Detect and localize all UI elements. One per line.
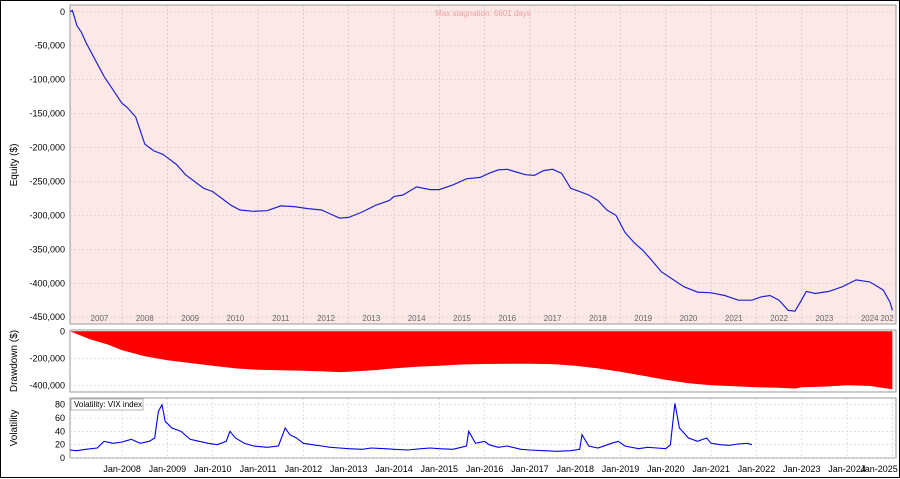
vix-line	[69, 403, 753, 452]
equity-y-tick-label: -300,000	[29, 210, 65, 220]
volatility-grid	[70, 398, 896, 459]
drawdown-y-tick-label: 0	[60, 326, 65, 336]
equity-year-label: 2014	[408, 314, 426, 323]
max-stagnation-label: Max stagnation: 6601 days	[435, 9, 531, 18]
drawdown-area	[70, 331, 893, 390]
equity-year-label: 2019	[634, 314, 652, 323]
equity-y-tick-label: -100,000	[29, 75, 65, 85]
volatility-x-tick-label: Jan-2020	[647, 464, 685, 474]
equity-grid	[70, 5, 896, 324]
vix-legend-label: Volatility: VIX index	[74, 400, 142, 409]
equity-year-label: 2015	[453, 314, 471, 323]
drawdown-y-tick-label: -400,000	[29, 380, 65, 390]
equity-y-tick-label: -400,000	[29, 278, 65, 288]
drawdown-y-tick-label: -200,000	[29, 353, 65, 363]
equity-year-label: 202	[880, 314, 894, 323]
equity-y-tick-label: -450,000	[29, 312, 65, 322]
equity-year-labels: 2007 2008 2009 2010 2011 2012 2013 2014 2015 2016…	[91, 314, 895, 323]
volatility-y-ticks: 0 20 40 60 80	[55, 400, 65, 463]
drawdown-y-axis-label: Drawdown ($)	[9, 330, 20, 392]
volatility-x-tick-label: Jan-2023	[783, 464, 821, 474]
volatility-x-tick-label: Jan-2009	[149, 464, 187, 474]
equity-year-label: 2024	[861, 314, 879, 323]
volatility-x-tick-label: Jan-2015	[421, 464, 459, 474]
equity-year-label: 2018	[589, 314, 607, 323]
equity-y-tick-label: -50,000	[34, 41, 65, 51]
volatility-x-tick-label: Jan-2013	[330, 464, 368, 474]
equity-year-label: 2013	[362, 314, 380, 323]
equity-y-tick-label: 0	[60, 7, 65, 17]
equity-y-tick-label: -250,000	[29, 176, 65, 186]
volatility-x-tick-label: Jan-2014	[375, 464, 413, 474]
volatility-x-tick-label: Jan-2022	[738, 464, 776, 474]
equity-year-label: 2020	[680, 314, 698, 323]
volatility-y-tick-label: 80	[55, 400, 65, 410]
volatility-y-tick-label: 20	[55, 440, 65, 450]
equity-year-label: 2016	[498, 314, 516, 323]
drawdown-y-ticks: 0 -200,000 -400,000	[29, 326, 65, 390]
equity-year-label: 2008	[136, 314, 154, 323]
volatility-x-tick-label: Jan-2025	[860, 464, 898, 474]
volatility-x-tick-label: Jan-2017	[511, 464, 549, 474]
equity-y-tick-label: -350,000	[29, 244, 65, 254]
volatility-x-tick-label: Jan-2024	[828, 464, 866, 474]
equity-y-tick-label: -200,000	[29, 143, 65, 153]
equity-y-ticks: 0 -50,000 -100,000 -150,000 -200,000 -250,000…	[29, 7, 65, 322]
volatility-x-tick-label: Jan-2019	[602, 464, 640, 474]
volatility-x-tick-label: Jan-2010	[194, 464, 232, 474]
volatility-x-tick-label: Jan-2018	[556, 464, 594, 474]
equity-year-label: 2012	[317, 314, 335, 323]
volatility-plot-area	[69, 397, 897, 459]
equity-year-label: 2007	[91, 314, 109, 323]
equity-year-label: 2021	[725, 314, 743, 323]
volatility-y-axis-label: Volatility	[9, 410, 20, 447]
equity-y-tick-label: -150,000	[29, 109, 65, 119]
equity-year-label: 2011	[272, 314, 290, 323]
equity-year-label: 2009	[181, 314, 199, 323]
volatility-x-ticks: Jan-2008 Jan-2009 Jan-2010 Jan-2011 Jan-2012…	[103, 464, 897, 474]
volatility-y-tick-label: 0	[60, 453, 65, 463]
equity-y-axis-label: Equity ($)	[9, 144, 20, 187]
equity-year-label: 2017	[544, 314, 562, 323]
volatility-x-tick-label: Jan-2008	[103, 464, 141, 474]
equity-line	[69, 9, 893, 312]
volatility-y-tick-label: 40	[55, 426, 65, 436]
volatility-x-tick-label: Jan-2021	[692, 464, 730, 474]
volatility-x-tick-label: Jan-2012	[285, 464, 323, 474]
equity-year-label: 2023	[816, 314, 834, 323]
volatility-x-tick-label: Jan-2016	[466, 464, 504, 474]
equity-year-label: 2022	[770, 314, 788, 323]
volatility-x-tick-label: Jan-2011	[240, 464, 277, 474]
volatility-y-tick-label: 60	[55, 413, 65, 423]
vix-legend-box	[70, 398, 144, 411]
equity-plot-area	[69, 4, 897, 325]
equity-year-label: 2010	[226, 314, 244, 323]
